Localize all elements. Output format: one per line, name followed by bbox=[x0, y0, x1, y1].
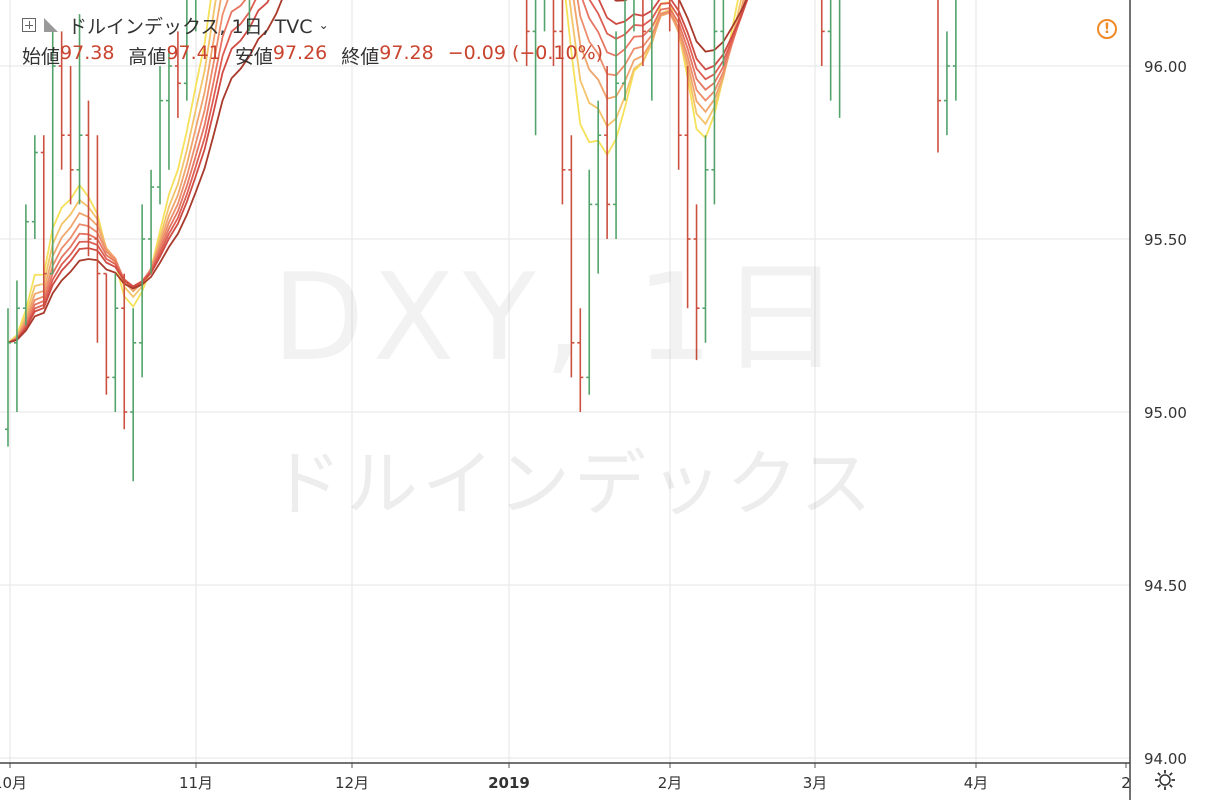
alert-icon[interactable]: ! bbox=[1097, 19, 1117, 39]
ohlc-bar bbox=[937, 0, 941, 153]
ohlc-bar bbox=[174, 31, 181, 118]
watermark-symbol: DXY, 1日 bbox=[272, 249, 849, 388]
ohlc-bar bbox=[693, 204, 700, 361]
ohlc-bar bbox=[103, 272, 110, 395]
chevron-down-icon[interactable]: ⌄ bbox=[318, 18, 329, 32]
ma-ribbon-line bbox=[7, 0, 739, 344]
x-tick-label: 12月 bbox=[335, 774, 369, 792]
ma-ribbon-line bbox=[7, 0, 748, 344]
symbol-title-row[interactable]: ドルインデックス, 1日, TVC ⌄ bbox=[22, 12, 603, 38]
ohlc-bar bbox=[112, 273, 119, 412]
y-tick-label: 95.00 bbox=[1144, 404, 1187, 422]
flag-icon[interactable] bbox=[44, 18, 58, 32]
ohlc-bar bbox=[952, 0, 957, 101]
ohlc-bar bbox=[139, 204, 146, 378]
ohlc-bar bbox=[40, 135, 47, 309]
open-value: 97.38 bbox=[60, 42, 115, 64]
low-value: 97.26 bbox=[272, 42, 328, 64]
ohlc-bar bbox=[943, 31, 950, 136]
ohlc-bar bbox=[31, 135, 38, 239]
ma-ribbon-line bbox=[7, 0, 745, 344]
ohlc-bar bbox=[633, 0, 635, 32]
expand-icon[interactable] bbox=[22, 18, 36, 32]
ohlc-bar bbox=[827, 0, 832, 101]
ohlc-bar bbox=[165, 48, 172, 170]
symbol-title[interactable]: ドルインデックス, 1日, TVC bbox=[68, 15, 313, 38]
low-label: 安値 bbox=[234, 46, 273, 68]
ohlc-bar bbox=[642, 0, 646, 66]
watermark-name: ドルインデックス bbox=[270, 442, 876, 526]
close-label: 終値 bbox=[341, 46, 380, 68]
y-tick-label: 95.50 bbox=[1144, 231, 1187, 249]
ohlc-bar bbox=[13, 280, 20, 412]
ohlc-bar bbox=[595, 100, 602, 274]
x-tick-label: 2 bbox=[1121, 774, 1131, 792]
ohlc-bar bbox=[604, 66, 611, 239]
close-value: 97.28 bbox=[379, 42, 434, 64]
legend-header: ドルインデックス, 1日, TVC ⌄ 始値 97.38 高値 97.41 安値… bbox=[22, 12, 603, 69]
ohlc-bar bbox=[677, 0, 682, 170]
ohlc-bar bbox=[130, 308, 137, 482]
y-tick-label: 96.00 bbox=[1144, 58, 1187, 76]
ohlc-bar bbox=[532, 0, 537, 136]
x-tick-label: 2019 bbox=[488, 774, 530, 792]
ohlc-bar bbox=[22, 204, 29, 326]
ohlc-bar bbox=[49, 31, 56, 275]
ohlc-bar bbox=[577, 308, 584, 412]
high-label: 高値 bbox=[128, 46, 167, 68]
ohlc-bar bbox=[668, 0, 671, 32]
ohlc-bar bbox=[552, 0, 557, 66]
y-tick-label: 94.00 bbox=[1144, 750, 1187, 768]
ohlc-bar bbox=[684, 66, 691, 309]
ohlc-bar bbox=[121, 273, 128, 430]
ohlc-bar bbox=[157, 66, 164, 205]
ohlc-bar bbox=[622, 0, 626, 101]
gear-icon[interactable] bbox=[1153, 768, 1177, 792]
x-tick-label: 10月 bbox=[0, 774, 27, 792]
ohlc-bar bbox=[613, 31, 620, 239]
ohlc-bar bbox=[5, 308, 11, 447]
ohlc-bar bbox=[559, 0, 566, 205]
ohlc-bar bbox=[711, 0, 718, 205]
high-value: 97.41 bbox=[166, 42, 221, 64]
open-label: 始値 bbox=[22, 46, 61, 68]
x-tick-label: 11月 bbox=[179, 774, 213, 792]
ohlc-bar bbox=[94, 135, 101, 343]
ohlc-bar bbox=[148, 169, 155, 274]
ohlc-bar bbox=[183, 0, 188, 101]
ohlc-bar bbox=[543, 0, 546, 32]
ohlc-bar bbox=[67, 66, 74, 205]
ohlc-bar bbox=[568, 135, 575, 378]
ma-ribbon-line bbox=[7, 0, 749, 344]
ohlc-values: 始値 97.38 高値 97.41 安値 97.26 終値 97.28 −0.0… bbox=[22, 42, 603, 69]
ohlc-bar bbox=[248, 0, 251, 32]
ohlc-bar bbox=[838, 0, 841, 118]
ma-ribbon-line bbox=[7, 0, 742, 344]
change-value: −0.09 (−0.10%) bbox=[447, 42, 604, 64]
ohlc-bar bbox=[76, 14, 83, 205]
ma-ribbon-line bbox=[7, 0, 748, 344]
ohlc-bar bbox=[648, 0, 653, 101]
ohlc-bar bbox=[820, 0, 825, 66]
ohlc-bar bbox=[525, 0, 530, 66]
x-tick-label: 4月 bbox=[964, 774, 989, 792]
ma-ribbon-line bbox=[7, 0, 749, 344]
ohlc-bar bbox=[58, 31, 65, 170]
ohlc-bar bbox=[85, 100, 92, 257]
ohlc-bar bbox=[586, 169, 593, 395]
ohlc-bar bbox=[720, 0, 725, 66]
x-tick-label: 2月 bbox=[658, 774, 683, 792]
ma-ribbon-line bbox=[7, 0, 747, 344]
y-tick-label: 94.50 bbox=[1144, 577, 1187, 595]
ohlc-bar bbox=[702, 135, 709, 343]
x-tick-label: 3月 bbox=[803, 774, 828, 792]
ohlc-bar bbox=[194, 0, 197, 32]
